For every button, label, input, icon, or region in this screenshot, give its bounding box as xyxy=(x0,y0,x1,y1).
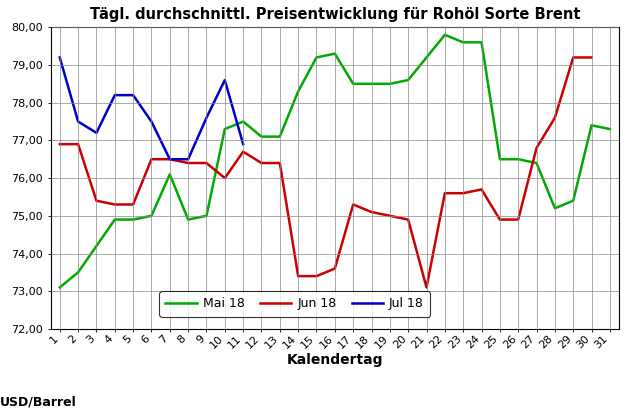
Mai 18 xyxy=(130,217,137,222)
Jul 18 xyxy=(130,93,137,98)
Jul 18 xyxy=(148,119,155,124)
Jun 18 xyxy=(404,217,412,222)
Jul 18 xyxy=(111,93,118,98)
Jun 18 xyxy=(515,217,522,222)
Jun 18 xyxy=(239,149,247,154)
Jun 18 xyxy=(93,198,100,203)
Mai 18 xyxy=(459,40,467,45)
Mai 18 xyxy=(313,55,321,60)
Jun 18 xyxy=(313,273,321,278)
Mai 18 xyxy=(533,160,540,165)
Mai 18 xyxy=(423,55,430,60)
Mai 18 xyxy=(478,40,485,45)
Jun 18 xyxy=(148,157,155,162)
Mai 18 xyxy=(93,244,100,249)
Jun 18 xyxy=(459,191,467,196)
Jul 18 xyxy=(239,142,247,147)
Jun 18 xyxy=(74,142,82,147)
Jun 18 xyxy=(185,160,192,165)
Mai 18 xyxy=(239,119,247,124)
Mai 18 xyxy=(551,206,558,211)
Mai 18 xyxy=(166,172,173,177)
Mai 18 xyxy=(515,157,522,162)
Jul 18 xyxy=(166,157,173,162)
Jun 18 xyxy=(331,266,339,271)
Jul 18 xyxy=(74,119,82,124)
Jun 18 xyxy=(551,115,558,120)
Mai 18 xyxy=(74,270,82,275)
Mai 18 xyxy=(148,213,155,218)
Jun 18 xyxy=(203,160,210,165)
Jun 18 xyxy=(166,157,173,162)
Text: USD/Barrel: USD/Barrel xyxy=(0,395,76,408)
X-axis label: Kalendertag: Kalendertag xyxy=(287,353,383,367)
Jun 18 xyxy=(111,202,118,207)
Mai 18 xyxy=(349,81,357,87)
Mai 18 xyxy=(221,126,228,131)
Jun 18 xyxy=(386,213,394,218)
Mai 18 xyxy=(111,217,118,222)
Mai 18 xyxy=(496,157,504,162)
Mai 18 xyxy=(441,32,449,37)
Mai 18 xyxy=(258,134,265,139)
Jun 18 xyxy=(56,142,63,147)
Mai 18 xyxy=(203,213,210,218)
Mai 18 xyxy=(404,78,412,83)
Jun 18 xyxy=(294,273,302,278)
Jun 18 xyxy=(276,160,284,165)
Jun 18 xyxy=(423,285,430,290)
Line: Jun 18: Jun 18 xyxy=(59,58,592,287)
Jul 18 xyxy=(203,115,210,120)
Mai 18 xyxy=(367,81,375,87)
Title: Tägl. durchschnittl. Preisentwicklung für Rohöl Sorte Brent: Tägl. durchschnittl. Preisentwicklung fü… xyxy=(90,7,580,22)
Jul 18 xyxy=(185,157,192,162)
Jun 18 xyxy=(570,55,577,60)
Jun 18 xyxy=(478,187,485,192)
Mai 18 xyxy=(185,217,192,222)
Jun 18 xyxy=(349,202,357,207)
Mai 18 xyxy=(294,89,302,94)
Jun 18 xyxy=(130,202,137,207)
Jun 18 xyxy=(533,145,540,150)
Legend: Mai 18, Jun 18, Jul 18: Mai 18, Jun 18, Jul 18 xyxy=(159,291,430,317)
Jun 18 xyxy=(496,217,504,222)
Mai 18 xyxy=(276,134,284,139)
Mai 18 xyxy=(331,51,339,56)
Jun 18 xyxy=(258,160,265,165)
Line: Jul 18: Jul 18 xyxy=(59,58,243,159)
Jun 18 xyxy=(367,210,375,215)
Line: Mai 18: Mai 18 xyxy=(59,35,610,287)
Mai 18 xyxy=(588,123,595,128)
Mai 18 xyxy=(606,126,613,131)
Jul 18 xyxy=(56,55,63,60)
Mai 18 xyxy=(386,81,394,87)
Mai 18 xyxy=(570,198,577,203)
Jul 18 xyxy=(93,130,100,135)
Jun 18 xyxy=(221,176,228,181)
Jul 18 xyxy=(221,78,228,83)
Mai 18 xyxy=(56,285,63,290)
Jun 18 xyxy=(588,55,595,60)
Jun 18 xyxy=(441,191,449,196)
